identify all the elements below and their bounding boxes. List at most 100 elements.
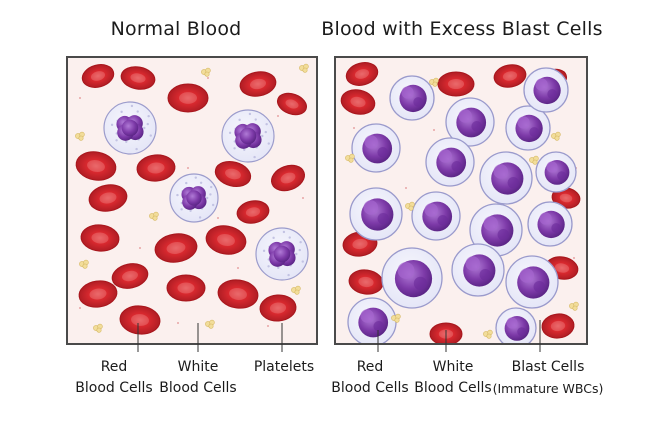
red-blood-cell: [493, 64, 527, 88]
red-blood-cell: [429, 322, 463, 343]
blast-cell: [351, 123, 401, 173]
background-speck: [237, 267, 239, 269]
background-speck: [79, 97, 81, 99]
background-speck: [302, 197, 304, 199]
platelet: [291, 285, 301, 295]
platelet: [569, 301, 579, 311]
excess-blast-illustration: [340, 62, 581, 343]
red-blood-cell: [437, 71, 475, 97]
red-blood-cell: [276, 92, 308, 116]
label-right-rbc-line2: Blood Cells: [331, 380, 409, 396]
red-blood-cell: [111, 263, 149, 289]
blast-cell: [527, 201, 573, 247]
background-speck: [187, 167, 189, 169]
normal-blood-illustration: [75, 63, 309, 335]
label-right-blast-line1: Blast Cells: [511, 359, 585, 375]
title-excess-blast: Blood with Excess Blast Cells: [321, 18, 603, 40]
red-blood-cell: [136, 154, 176, 182]
label-left-rbc: Red Blood Cells: [75, 357, 152, 399]
platelet: [299, 63, 309, 73]
label-right-rbc-line1: Red: [356, 359, 384, 375]
platelet: [391, 313, 401, 323]
red-blood-cell: [167, 83, 209, 113]
blast-cell: [495, 307, 537, 343]
blast-cell: [479, 151, 533, 205]
red-blood-cell: [80, 224, 120, 252]
blast-cell: [349, 187, 403, 241]
platelet: [93, 323, 103, 333]
panel-normal-blood: [66, 56, 318, 345]
background-speck: [217, 217, 219, 219]
background-speck: [405, 187, 407, 189]
blast-cell: [347, 297, 397, 343]
red-blood-cell: [119, 305, 161, 335]
platelet: [483, 329, 493, 339]
blast-cell: [381, 247, 443, 309]
label-right-wbc-line2: Blood Cells: [414, 380, 492, 396]
platelet: [201, 67, 211, 77]
red-blood-cell: [75, 151, 117, 181]
platelet: [551, 131, 561, 141]
background-speck: [433, 129, 435, 131]
platelet: [529, 155, 539, 165]
label-right-blast: Blast Cells (Immature WBCs): [493, 357, 604, 399]
label-left-rbc-line1: Red: [100, 359, 128, 375]
red-blood-cell: [236, 200, 270, 224]
red-blood-cell: [271, 164, 305, 192]
blast-cell: [523, 67, 569, 113]
background-speck: [573, 257, 575, 259]
background-speck: [277, 115, 279, 117]
platelet: [429, 77, 439, 87]
blast-cell: [389, 75, 435, 121]
blast-cell: [451, 243, 505, 297]
label-left-wbc: White Blood Cells: [159, 357, 236, 399]
blast-cell: [505, 105, 551, 151]
red-blood-cell: [345, 62, 379, 86]
red-blood-cell: [88, 184, 128, 212]
white-blood-cell: [169, 173, 219, 223]
red-blood-cell: [217, 279, 259, 309]
platelet: [149, 211, 159, 221]
red-blood-cell: [259, 294, 297, 322]
background-speck: [79, 307, 81, 309]
label-right-wbc: White Blood Cells: [414, 357, 491, 399]
red-blood-cell: [81, 64, 115, 88]
platelet: [79, 259, 89, 269]
blast-cell: [505, 255, 559, 309]
red-blood-cell: [348, 269, 384, 295]
label-left-wbc-line1: White: [177, 359, 219, 375]
label-left-rbc-line2: Blood Cells: [75, 380, 153, 396]
background-speck: [353, 127, 355, 129]
red-blood-cell: [166, 274, 206, 302]
title-normal-blood: Normal Blood: [110, 18, 242, 40]
red-blood-cell: [214, 161, 252, 187]
background-speck: [267, 325, 269, 327]
platelet: [405, 201, 415, 211]
label-right-wbc-line1: White: [432, 359, 474, 375]
red-blood-cell: [239, 71, 277, 97]
white-blood-cell: [221, 109, 275, 163]
red-blood-cell: [541, 313, 575, 339]
label-left-platelets-line1: Platelets: [253, 359, 315, 375]
white-blood-cell: [103, 101, 157, 155]
red-blood-cell: [78, 280, 118, 308]
platelet: [205, 319, 215, 329]
background-speck: [207, 77, 209, 79]
background-speck: [139, 247, 141, 249]
blast-cell: [445, 97, 495, 147]
red-blood-cell: [120, 66, 156, 90]
red-blood-cell: [340, 89, 376, 115]
label-left-wbc-line2: Blood Cells: [159, 380, 237, 396]
blast-cell: [425, 137, 475, 187]
panel-excess-blast: [334, 56, 588, 345]
background-speck: [177, 322, 179, 324]
red-blood-cell: [154, 233, 198, 263]
blast-cell: [535, 151, 577, 193]
label-left-platelets: Platelets: [254, 357, 314, 378]
platelet: [75, 131, 85, 141]
label-right-blast-line2: (Immature WBCs): [492, 381, 604, 396]
blast-cell: [411, 191, 461, 241]
red-blood-cell: [205, 225, 247, 255]
platelet: [345, 153, 355, 163]
